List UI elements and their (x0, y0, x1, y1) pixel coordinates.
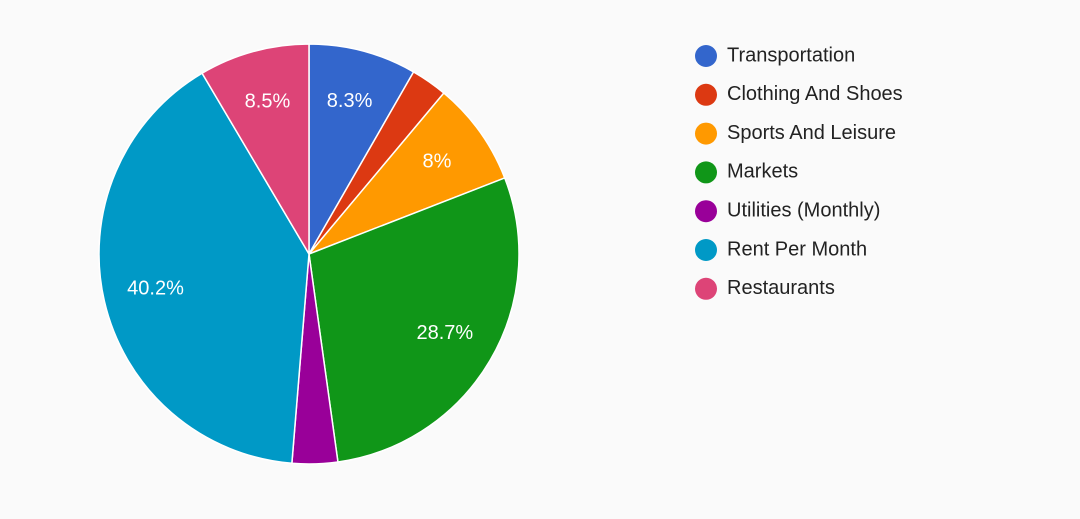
pie-slice (308, 91, 506, 255)
legend-marker (695, 277, 717, 300)
legend-marker (695, 239, 717, 261)
legend-marker (695, 83, 717, 106)
slice-label: 28.7% (416, 322, 473, 344)
legend-text: Rent Per Month (727, 238, 867, 260)
legend-text: Sports And Leisure (727, 122, 896, 144)
legend-marker (695, 45, 717, 67)
legend-text: Utilities (Monthly) (727, 199, 880, 221)
pie-slice (308, 176, 520, 463)
slice-label: 8.5% (245, 90, 291, 112)
legend-text: Restaurants (727, 277, 835, 299)
legend-text: Clothing And Shoes (727, 83, 903, 105)
legend-text: Markets (727, 161, 798, 183)
legend-marker (695, 200, 717, 223)
slice-label: 8.3% (327, 90, 373, 112)
pie-slice (308, 43, 415, 257)
pie-slice (201, 43, 310, 257)
slice-label: 8% (423, 151, 452, 173)
legend-marker (695, 161, 717, 184)
pie-slice (98, 72, 310, 465)
legend-text: Transportation (727, 44, 855, 66)
legend-marker (695, 122, 717, 145)
slice-label: 40.2% (127, 278, 184, 300)
